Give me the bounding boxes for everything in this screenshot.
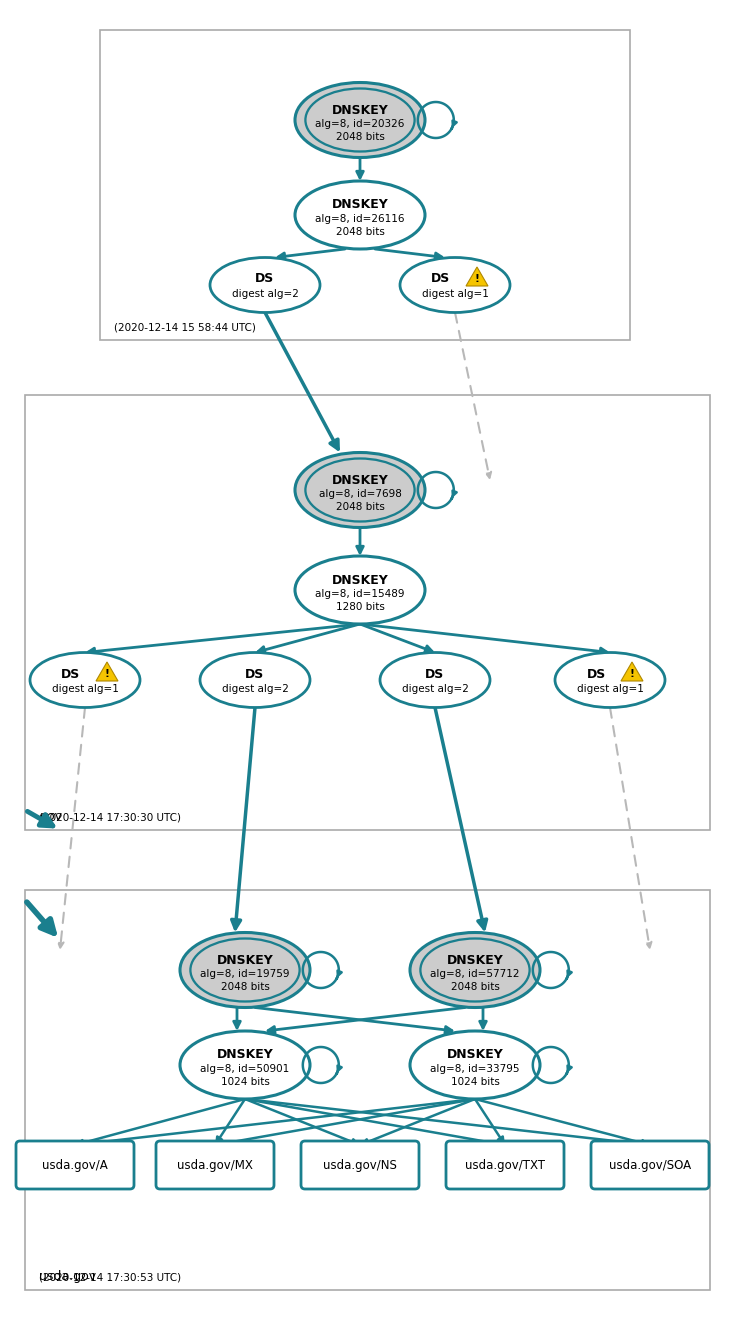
Text: digest alg=1: digest alg=1 bbox=[576, 684, 644, 694]
Text: alg=8, id=33795: alg=8, id=33795 bbox=[430, 1064, 519, 1074]
Text: !: ! bbox=[630, 669, 634, 678]
Text: alg=8, id=57712: alg=8, id=57712 bbox=[430, 969, 519, 979]
Text: alg=8, id=7698: alg=8, id=7698 bbox=[318, 488, 401, 499]
Text: 1024 bits: 1024 bits bbox=[451, 1077, 500, 1086]
FancyBboxPatch shape bbox=[16, 1140, 134, 1189]
Text: 1024 bits: 1024 bits bbox=[221, 1077, 269, 1086]
Text: usda.gov/NS: usda.gov/NS bbox=[323, 1159, 397, 1172]
Text: alg=8, id=20326: alg=8, id=20326 bbox=[315, 119, 405, 129]
Ellipse shape bbox=[400, 257, 510, 313]
FancyBboxPatch shape bbox=[25, 395, 710, 830]
Ellipse shape bbox=[30, 652, 140, 708]
FancyBboxPatch shape bbox=[25, 890, 710, 1290]
Ellipse shape bbox=[410, 932, 540, 1007]
Text: 2048 bits: 2048 bits bbox=[335, 502, 385, 512]
Text: alg=8, id=26116: alg=8, id=26116 bbox=[315, 214, 405, 224]
FancyBboxPatch shape bbox=[301, 1140, 419, 1189]
Text: DNSKEY: DNSKEY bbox=[217, 953, 273, 966]
Text: DS: DS bbox=[255, 272, 275, 285]
Text: DNSKEY: DNSKEY bbox=[447, 1048, 503, 1061]
Ellipse shape bbox=[295, 82, 425, 157]
Text: digest alg=2: digest alg=2 bbox=[221, 684, 289, 694]
Text: DS: DS bbox=[246, 668, 265, 681]
Text: alg=8, id=19759: alg=8, id=19759 bbox=[201, 969, 290, 979]
FancyBboxPatch shape bbox=[100, 30, 630, 341]
Text: (2020-12-14 17:30:30 UTC): (2020-12-14 17:30:30 UTC) bbox=[39, 812, 181, 822]
Polygon shape bbox=[621, 663, 643, 681]
Text: digest alg=2: digest alg=2 bbox=[402, 684, 468, 694]
Ellipse shape bbox=[295, 181, 425, 249]
Ellipse shape bbox=[306, 458, 414, 521]
Text: DS: DS bbox=[425, 668, 445, 681]
Ellipse shape bbox=[420, 939, 530, 1002]
Text: DNSKEY: DNSKEY bbox=[332, 573, 388, 586]
Ellipse shape bbox=[180, 1031, 310, 1100]
Ellipse shape bbox=[210, 257, 320, 313]
Text: 2048 bits: 2048 bits bbox=[451, 982, 500, 993]
Ellipse shape bbox=[180, 932, 310, 1007]
Text: digest alg=1: digest alg=1 bbox=[422, 289, 488, 300]
Text: 2048 bits: 2048 bits bbox=[335, 227, 385, 238]
Text: usda.gov: usda.gov bbox=[39, 1270, 96, 1283]
FancyBboxPatch shape bbox=[446, 1140, 564, 1189]
Ellipse shape bbox=[410, 1031, 540, 1100]
FancyBboxPatch shape bbox=[591, 1140, 709, 1189]
Text: usda.gov/TXT: usda.gov/TXT bbox=[465, 1159, 545, 1172]
Ellipse shape bbox=[295, 453, 425, 528]
Text: usda.gov/A: usda.gov/A bbox=[42, 1159, 108, 1172]
Polygon shape bbox=[466, 267, 488, 286]
Text: DS: DS bbox=[586, 668, 605, 681]
Text: (2020-12-14 17:30:53 UTC): (2020-12-14 17:30:53 UTC) bbox=[39, 1272, 181, 1282]
Text: 1280 bits: 1280 bits bbox=[335, 602, 385, 612]
Text: digest alg=2: digest alg=2 bbox=[232, 289, 298, 300]
Text: DS: DS bbox=[431, 272, 451, 285]
Text: !: ! bbox=[104, 669, 110, 678]
Ellipse shape bbox=[190, 939, 300, 1002]
Ellipse shape bbox=[380, 652, 490, 708]
Text: DNSKEY: DNSKEY bbox=[447, 953, 503, 966]
Text: DNSKEY: DNSKEY bbox=[217, 1048, 273, 1061]
Text: DNSKEY: DNSKEY bbox=[332, 103, 388, 116]
Text: usda.gov/SOA: usda.gov/SOA bbox=[609, 1159, 691, 1172]
Polygon shape bbox=[96, 663, 118, 681]
Ellipse shape bbox=[555, 652, 665, 708]
Text: usda.gov/MX: usda.gov/MX bbox=[177, 1159, 253, 1172]
FancyBboxPatch shape bbox=[156, 1140, 274, 1189]
Text: (2020-12-14 15 58:44 UTC): (2020-12-14 15 58:44 UTC) bbox=[114, 322, 256, 333]
Text: 2048 bits: 2048 bits bbox=[221, 982, 269, 993]
Ellipse shape bbox=[306, 88, 414, 152]
Ellipse shape bbox=[200, 652, 310, 708]
Text: gov: gov bbox=[39, 810, 62, 822]
Text: alg=8, id=50901: alg=8, id=50901 bbox=[201, 1064, 289, 1074]
Ellipse shape bbox=[295, 556, 425, 624]
Text: !: ! bbox=[474, 275, 480, 284]
Text: digest alg=1: digest alg=1 bbox=[52, 684, 118, 694]
Text: 2048 bits: 2048 bits bbox=[335, 132, 385, 143]
Text: DNSKEY: DNSKEY bbox=[332, 474, 388, 487]
Text: DS: DS bbox=[61, 668, 81, 681]
Text: alg=8, id=15489: alg=8, id=15489 bbox=[315, 589, 405, 599]
Text: DNSKEY: DNSKEY bbox=[332, 198, 388, 211]
